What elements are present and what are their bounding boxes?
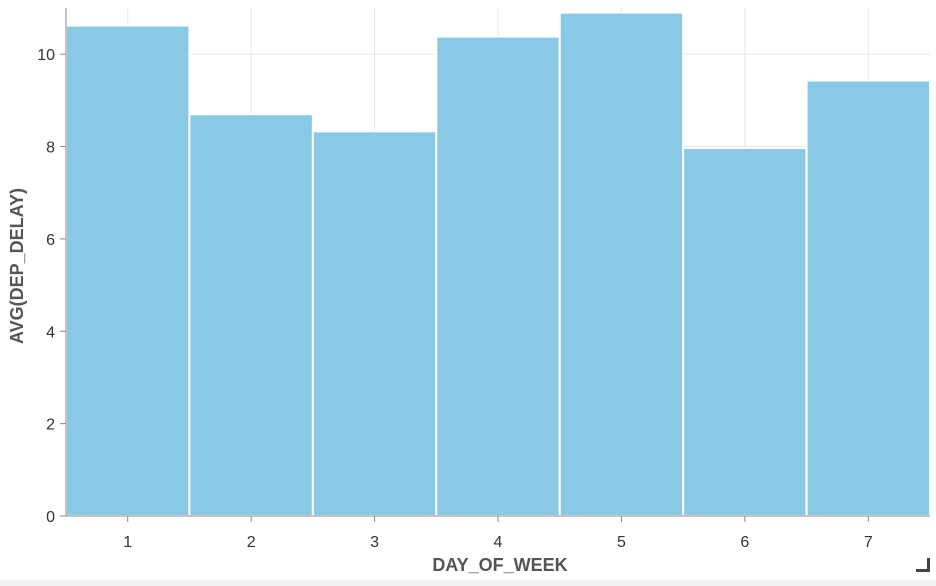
x-tick-label: 5 [617, 534, 626, 551]
x-tick-label: 2 [247, 534, 256, 551]
bars [65, 11, 931, 518]
bar[interactable] [682, 146, 808, 517]
bar[interactable] [805, 79, 931, 517]
y-tick-label: 8 [46, 140, 55, 157]
y-axis-title: AVG(DEP_DELAY) [7, 188, 27, 344]
y-tick-label: 2 [46, 417, 55, 434]
x-tick-label: 7 [864, 534, 873, 551]
y-axis-ticks: 0 2 4 6 8 10 [37, 47, 66, 526]
x-tick-label: 6 [740, 534, 749, 551]
x-axis-title: DAY_OF_WEEK [432, 555, 567, 575]
x-axis-ticks: 1 2 3 4 5 6 7 [123, 516, 873, 551]
resize-handle-icon[interactable] [916, 558, 930, 572]
y-tick-label: 10 [37, 47, 55, 64]
y-tick-label: 6 [46, 232, 55, 249]
bottom-strip [0, 580, 936, 586]
x-tick-label: 3 [370, 534, 379, 551]
bar[interactable] [65, 24, 191, 517]
y-tick-label: 4 [46, 324, 55, 341]
y-tick-label: 0 [46, 509, 55, 526]
bar[interactable] [188, 113, 314, 518]
bar[interactable] [311, 130, 438, 517]
x-tick-label: 4 [494, 534, 503, 551]
bar[interactable] [558, 11, 685, 517]
bar[interactable] [435, 35, 561, 518]
x-tick-label: 1 [123, 534, 132, 551]
